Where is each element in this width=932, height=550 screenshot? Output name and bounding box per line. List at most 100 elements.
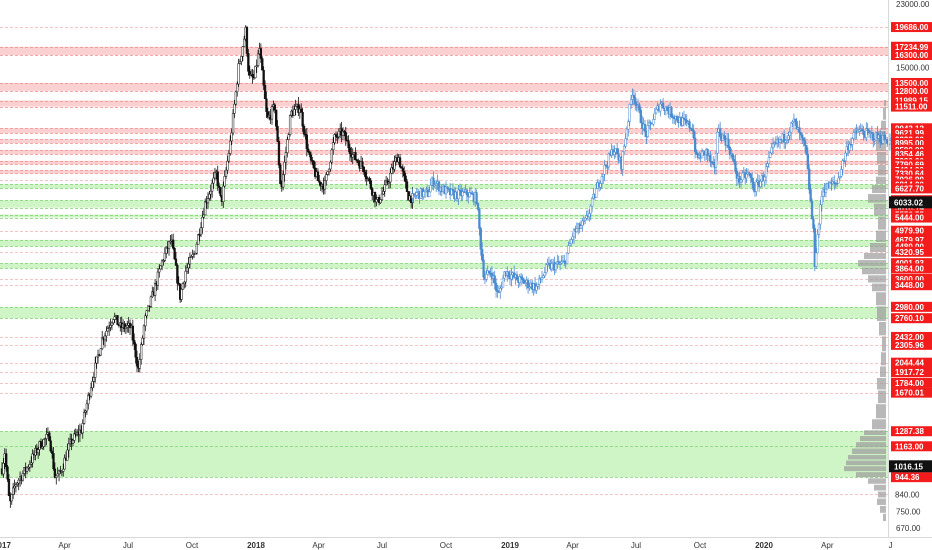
candle-body — [487, 270, 491, 274]
volume-profile-bar — [877, 498, 886, 505]
price-axis-tick-labels: 23000.00 15000.00 750.00 670.00 — [896, 0, 930, 533]
candle-body — [469, 192, 473, 194]
candle-body — [167, 241, 171, 249]
candle-body — [528, 286, 531, 289]
resistance-zone — [0, 100, 888, 107]
price-level-tag — [891, 138, 932, 149]
candle-body — [316, 171, 320, 182]
volume-profile-bar — [864, 430, 886, 436]
candle-body — [575, 228, 578, 232]
zone-bands — [0, 46, 888, 478]
candle-body — [791, 121, 794, 124]
candle-body — [237, 63, 240, 85]
candle-body — [211, 182, 214, 192]
candle-body — [819, 204, 822, 225]
candle-body — [770, 147, 773, 154]
candle-body — [85, 403, 89, 412]
candle-body — [231, 113, 235, 134]
candle-body — [769, 152, 772, 158]
candle-body — [659, 103, 662, 112]
price-level-label: 3600.00 — [895, 275, 924, 284]
candle-body — [851, 138, 854, 145]
candle-body — [510, 274, 513, 280]
candle-body — [354, 152, 357, 160]
price-level-tag — [891, 263, 932, 274]
price-level-tag — [891, 377, 932, 388]
time-tick-label: 2020 — [755, 541, 773, 550]
candle-body — [112, 319, 115, 324]
candle-body — [468, 192, 471, 198]
candle-body — [39, 441, 43, 449]
candle-body — [294, 106, 297, 110]
candle-body — [621, 151, 624, 170]
candle-body — [55, 475, 58, 478]
time-tick-label: 2018 — [247, 541, 265, 550]
time-tick-label: 2017 — [0, 541, 11, 550]
candle-body — [124, 326, 128, 329]
price-level-tag — [891, 339, 932, 350]
price-level-tag — [891, 357, 932, 368]
price-level-label: 2305.96 — [895, 341, 924, 350]
price-level-label: 8354.46 — [895, 150, 924, 159]
candle-body — [281, 174, 285, 188]
candle-body — [565, 252, 569, 264]
price-level-tag — [891, 128, 932, 139]
candle-body — [805, 145, 808, 155]
candle-body — [158, 268, 161, 273]
candle-body — [185, 267, 189, 272]
support-zone — [0, 263, 888, 269]
candle-body — [262, 69, 265, 86]
candle-body — [146, 305, 150, 311]
candle-body — [627, 121, 630, 130]
candle-body — [387, 181, 391, 184]
candle-body — [806, 153, 809, 170]
volume-profile-bar — [858, 260, 886, 267]
candle-body — [283, 161, 286, 175]
candle-body — [838, 176, 842, 179]
support-zone — [0, 431, 888, 478]
price-level-tag — [891, 241, 932, 252]
candle-body — [652, 119, 655, 125]
candle-body — [276, 125, 279, 142]
price-level-tag — [891, 212, 932, 223]
candle-body — [401, 168, 404, 172]
current-price-label: 1016.15 — [894, 462, 923, 471]
candle-body — [763, 176, 766, 182]
candle-body — [194, 252, 197, 255]
volume-profile-bar — [881, 120, 886, 130]
candle-body — [535, 286, 538, 291]
candle-body — [71, 440, 75, 444]
candle-body — [230, 132, 233, 142]
candle-body — [373, 192, 377, 203]
candle-body — [131, 325, 134, 341]
candle-body — [351, 154, 354, 158]
resistance-zone — [0, 160, 888, 165]
candle-body — [261, 58, 264, 71]
candle-body — [259, 48, 263, 59]
candle-body — [404, 175, 407, 182]
candle-body — [138, 359, 141, 369]
candle-body — [688, 121, 691, 129]
candle-body — [234, 91, 237, 105]
candle-body — [240, 56, 243, 62]
candle-body — [778, 138, 782, 143]
candle-body — [27, 466, 30, 469]
candle-body — [347, 140, 350, 149]
candle-body — [116, 315, 119, 325]
candle-body — [613, 151, 616, 155]
candle-body — [734, 161, 737, 172]
candle-body — [570, 239, 573, 244]
volume-profile-bar — [884, 99, 886, 107]
volume-profile-bar — [876, 404, 886, 419]
price-level-label: 2044.44 — [895, 359, 924, 368]
candle-body — [89, 387, 93, 397]
candle-body — [149, 296, 153, 307]
price-level-tag — [891, 280, 932, 291]
volume-profile-bar — [883, 513, 886, 522]
candle-body — [622, 146, 626, 153]
candle-body — [199, 227, 203, 235]
price-level-tag — [891, 85, 932, 96]
price-level-label: 4979.90 — [895, 227, 924, 236]
candle-body — [403, 171, 406, 177]
time-tick-label: Apr — [312, 541, 325, 550]
